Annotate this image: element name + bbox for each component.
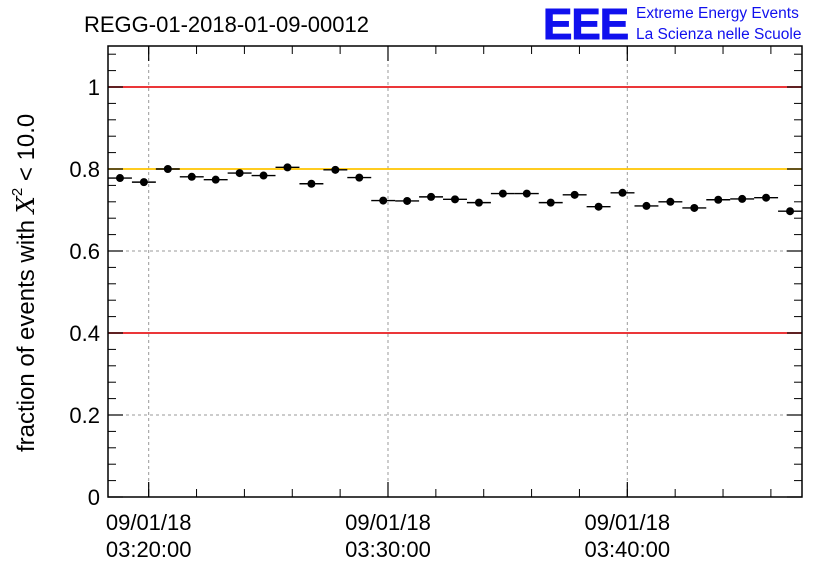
point-marker xyxy=(235,169,244,178)
data-point xyxy=(203,175,228,184)
point-marker xyxy=(690,203,699,212)
axis-ticks xyxy=(108,46,802,498)
data-point xyxy=(730,194,755,203)
data-points xyxy=(108,163,802,216)
data-point xyxy=(347,173,372,182)
data-point xyxy=(610,188,635,197)
point-marker xyxy=(355,173,364,182)
data-point xyxy=(538,198,563,207)
data-point xyxy=(562,190,587,199)
point-marker xyxy=(570,190,579,199)
point-marker xyxy=(259,171,268,180)
data-point xyxy=(108,174,132,183)
data-point xyxy=(586,202,611,211)
point-marker xyxy=(427,192,436,201)
data-point xyxy=(634,201,659,210)
point-marker xyxy=(474,198,483,207)
y-axis-label-symbol: X xyxy=(12,195,40,215)
tick-labels: 00.20.40.60.8109/01/1803:20:0009/01/1803… xyxy=(69,75,670,562)
point-marker xyxy=(379,196,388,205)
reference-lines xyxy=(108,86,802,334)
data-point xyxy=(754,193,779,202)
data-point xyxy=(275,163,300,172)
y-tick-label: 0.4 xyxy=(69,321,100,346)
point-marker xyxy=(522,189,531,198)
point-marker xyxy=(594,202,603,211)
point-marker xyxy=(115,174,124,183)
point-marker xyxy=(139,178,148,187)
data-point xyxy=(490,189,515,198)
logo-line-2: La Scienza nelle Scuole xyxy=(636,26,801,43)
point-marker xyxy=(666,197,675,206)
y-tick-label: 0.2 xyxy=(69,403,100,428)
data-point xyxy=(443,195,467,204)
plot-frame xyxy=(107,45,803,498)
point-marker xyxy=(762,193,771,202)
y-tick-label: 0 xyxy=(88,485,100,510)
data-point xyxy=(131,178,156,187)
data-point xyxy=(299,179,324,188)
point-marker xyxy=(403,196,412,205)
logo-mark: EEE xyxy=(543,0,628,49)
point-marker xyxy=(163,165,172,173)
x-tick-label-date: 09/01/18 xyxy=(584,510,670,535)
point-marker xyxy=(211,175,220,184)
y-axis-label-superscript: 2 xyxy=(9,188,26,196)
y-axis-label: fraction of events with X2 < 10.0 xyxy=(9,114,40,452)
data-point xyxy=(778,207,802,216)
chart-title: REGG-01-2018-01-09-00012 xyxy=(84,12,369,37)
point-marker xyxy=(546,198,555,207)
point-marker xyxy=(498,189,507,198)
logo-line-1: Extreme Energy Events xyxy=(636,5,799,22)
y-axis-label-prefix: fraction of events with xyxy=(13,213,40,452)
y-axis-label-suffix: < 10.0 xyxy=(13,114,40,188)
data-point xyxy=(706,195,731,204)
data-point xyxy=(395,196,420,205)
x-tick-label-date: 09/01/18 xyxy=(106,510,192,535)
y-tick-label: 1 xyxy=(88,75,100,100)
point-marker xyxy=(451,195,459,204)
data-point xyxy=(682,203,707,212)
eee-logo: EEE Extreme Energy Events La Scienza nel… xyxy=(543,0,802,50)
point-marker xyxy=(331,165,340,174)
data-point xyxy=(371,196,396,205)
data-point xyxy=(419,192,444,201)
data-point xyxy=(658,197,683,206)
data-point xyxy=(514,189,539,198)
point-marker xyxy=(642,201,651,210)
y-tick-label: 0.8 xyxy=(69,157,100,182)
data-point xyxy=(323,165,348,174)
point-marker xyxy=(307,179,316,188)
x-tick-label-time: 03:20:00 xyxy=(106,537,192,562)
data-point xyxy=(227,169,252,178)
x-tick-label-time: 03:30:00 xyxy=(345,537,431,562)
point-marker xyxy=(738,194,747,203)
point-marker xyxy=(714,195,723,204)
data-point xyxy=(179,172,204,181)
point-marker xyxy=(618,188,627,197)
data-point xyxy=(251,171,276,180)
x-tick-label-time: 03:40:00 xyxy=(584,537,670,562)
point-marker xyxy=(187,172,196,181)
point-marker xyxy=(283,163,292,172)
x-tick-label-date: 09/01/18 xyxy=(345,510,431,535)
y-tick-label: 0.6 xyxy=(69,239,100,264)
data-point xyxy=(466,198,491,207)
point-marker xyxy=(786,207,795,216)
data-point xyxy=(155,165,180,173)
